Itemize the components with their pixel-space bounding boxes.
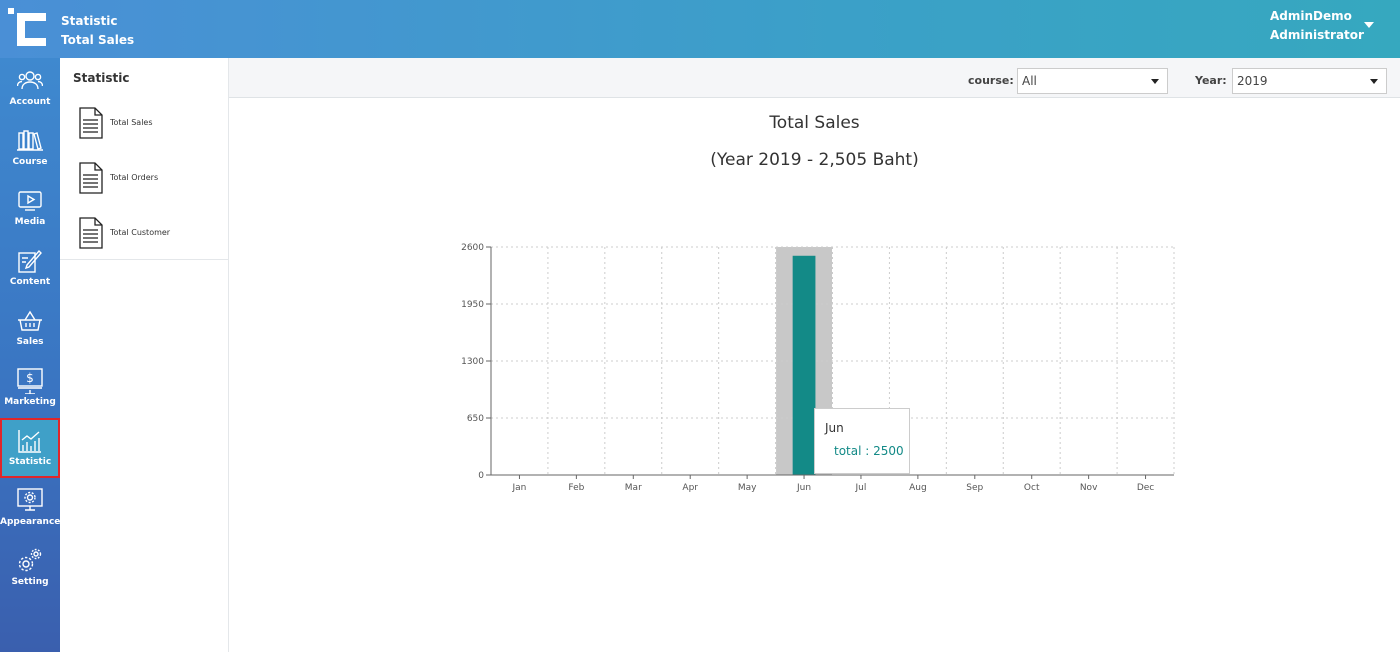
play-icon bbox=[18, 191, 42, 211]
users-icon bbox=[17, 71, 43, 90]
app-logo-icon[interactable] bbox=[8, 8, 46, 46]
nav-label: Content bbox=[9, 277, 51, 287]
nav-label: Setting bbox=[11, 577, 49, 587]
x-tick-label: Jul bbox=[855, 483, 867, 493]
dollar-monitor-icon: $ bbox=[17, 368, 43, 394]
course-filter-label: course: bbox=[968, 74, 1014, 87]
nav-label: Marketing bbox=[4, 397, 56, 407]
sub-nav-title: Statistic bbox=[73, 71, 130, 85]
chart-subtitle: (Year 2019 - 2,505 Baht) bbox=[710, 150, 919, 170]
nav-item-sales[interactable]: Sales bbox=[0, 298, 60, 358]
bar-chart-icon bbox=[18, 430, 41, 453]
pencil-icon bbox=[18, 249, 42, 273]
nav-label: Media bbox=[14, 217, 46, 227]
chevron-down-icon bbox=[1151, 79, 1159, 84]
x-tick-label: Dec bbox=[1137, 483, 1154, 493]
user-role: Administrator bbox=[1270, 28, 1364, 42]
divider bbox=[60, 259, 228, 260]
x-tick-label: Feb bbox=[568, 483, 584, 493]
breadcrumb-page: Total Sales bbox=[61, 33, 135, 47]
nav-label: Course bbox=[12, 157, 48, 167]
x-tick-label: Apr bbox=[682, 483, 698, 493]
x-tick-label: Jun bbox=[796, 483, 811, 493]
user-name: AdminDemo bbox=[1270, 9, 1352, 23]
nav-item-content[interactable]: Content bbox=[0, 238, 60, 298]
breadcrumb-section[interactable]: Statistic bbox=[61, 14, 118, 28]
bar-jun bbox=[792, 255, 816, 475]
filter-bar: course: All Year: 2019 bbox=[229, 58, 1400, 98]
books-icon bbox=[17, 130, 43, 151]
x-tick-label: Oct bbox=[1024, 483, 1040, 493]
x-tick-label: Aug bbox=[909, 483, 927, 493]
top-bar: Statistic Total Sales AdminDemo Administ… bbox=[0, 0, 1400, 58]
nav-item-course[interactable]: Course bbox=[0, 118, 60, 178]
nav-item-media[interactable]: Media bbox=[0, 178, 60, 238]
sub-nav: Statistic Total Sales Total Orders Total… bbox=[60, 58, 229, 652]
chart-tooltip: Jun total : 2500 bbox=[814, 408, 910, 474]
course-select-value: All bbox=[1022, 74, 1037, 88]
chevron-down-icon bbox=[1370, 79, 1378, 84]
nav-item-statistic[interactable]: Statistic bbox=[0, 418, 60, 478]
y-tick-label: 1950 bbox=[461, 300, 484, 310]
tooltip-category: Jun bbox=[825, 421, 844, 435]
nav-item-appearance[interactable]: Appearance bbox=[0, 478, 60, 538]
x-tick-label: Mar bbox=[625, 483, 642, 493]
sub-nav-label: Total Orders bbox=[110, 173, 159, 182]
sub-nav-label: Total Sales bbox=[110, 118, 153, 127]
nav-label: Sales bbox=[16, 337, 44, 347]
document-icon bbox=[79, 162, 103, 194]
user-menu[interactable]: AdminDemo Administrator bbox=[1270, 7, 1364, 45]
sub-nav-label: Total Customer bbox=[110, 228, 171, 237]
sub-nav-item-total-sales[interactable]: Total Sales bbox=[79, 107, 219, 151]
year-select-value: 2019 bbox=[1237, 74, 1268, 88]
sub-nav-item-total-orders[interactable]: Total Orders bbox=[79, 162, 219, 206]
y-tick-label: 2600 bbox=[461, 243, 484, 253]
tooltip-value: total : 2500 bbox=[834, 444, 904, 458]
nav-item-marketing[interactable]: $ Marketing bbox=[0, 358, 60, 418]
y-tick-label: 1300 bbox=[461, 357, 484, 367]
year-select[interactable]: 2019 bbox=[1232, 68, 1387, 94]
y-tick-label: 0 bbox=[478, 471, 484, 481]
document-icon bbox=[79, 217, 103, 249]
breadcrumb: Statistic Total Sales bbox=[61, 12, 134, 50]
x-tick-label: Nov bbox=[1080, 483, 1098, 493]
sub-nav-item-total-customer[interactable]: Total Customer bbox=[79, 217, 219, 261]
nav-label: Statistic bbox=[8, 457, 52, 467]
main-nav: Account Course Media Content Sales $ Mar… bbox=[0, 58, 60, 652]
nav-item-setting[interactable]: Setting bbox=[0, 538, 60, 598]
gear-monitor-icon bbox=[17, 488, 43, 511]
svg-text:$: $ bbox=[26, 371, 34, 385]
course-select[interactable]: All bbox=[1017, 68, 1168, 94]
x-tick-label: Jan bbox=[512, 483, 527, 493]
x-tick-label: May bbox=[738, 483, 757, 493]
gears-icon bbox=[18, 548, 42, 572]
nav-label: Appearance bbox=[0, 517, 61, 527]
nav-label: Account bbox=[9, 97, 51, 107]
chevron-down-icon[interactable] bbox=[1364, 22, 1374, 28]
year-filter-label: Year: bbox=[1195, 74, 1227, 87]
y-tick-label: 650 bbox=[467, 414, 484, 424]
document-icon bbox=[79, 107, 103, 139]
nav-item-account[interactable]: Account bbox=[0, 58, 60, 118]
chart-title: Total Sales bbox=[769, 113, 860, 133]
x-tick-label: Sep bbox=[966, 483, 983, 493]
basket-icon bbox=[18, 310, 42, 331]
